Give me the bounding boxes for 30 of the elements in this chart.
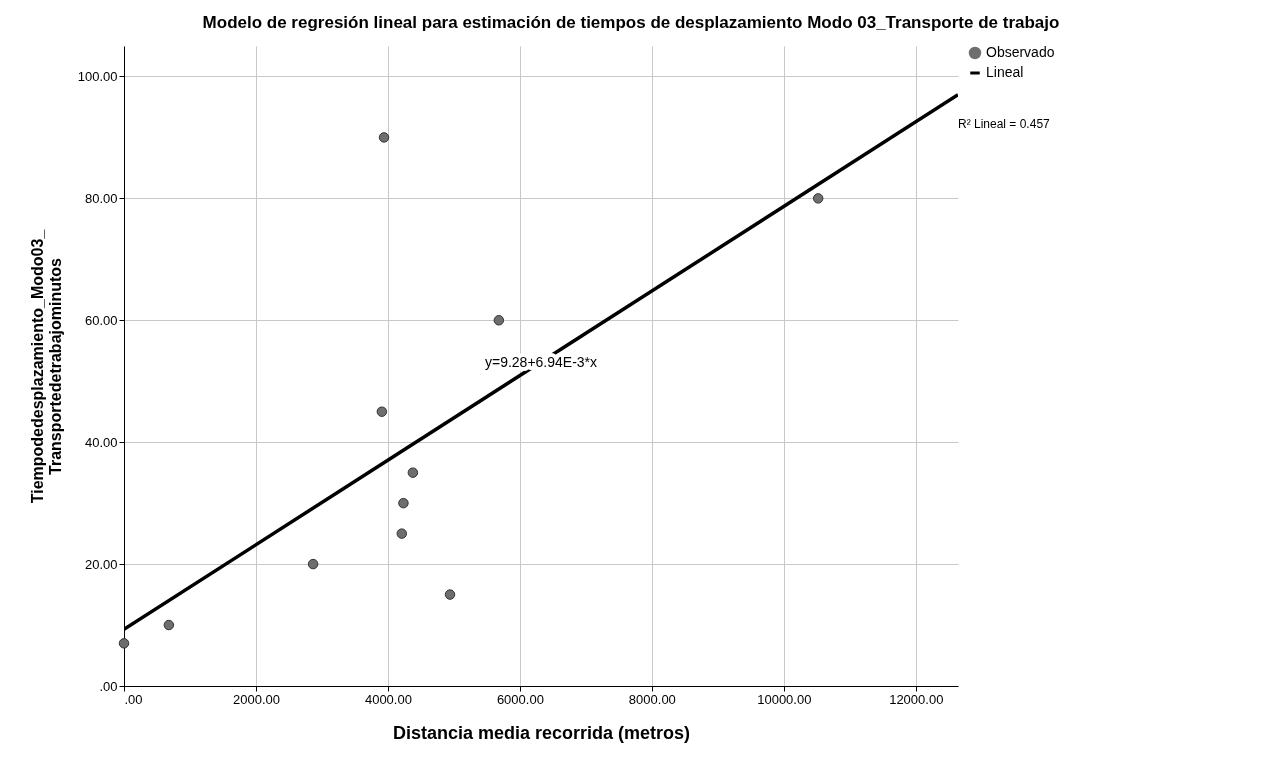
point [812,193,824,204]
x-tick-label: 4000.00 [364,691,412,707]
point [407,467,419,478]
point [398,497,409,509]
y-tick-label: 100.00 [77,68,118,84]
chart-title: Modelo de regresión lineal para estimación de tiempos de desplazamiento Modo 03_Transporte de trabajo [202,13,1060,32]
legend-label: Lineal [986,64,1024,80]
point [118,638,130,649]
point [307,558,319,570]
x-axis-title: Distancia media recorrida (metros) [392,722,691,743]
point [444,589,456,600]
x-tick-label: 12000.00 [889,691,944,707]
point [493,315,505,326]
y-tick-label: 60.00 [84,312,118,328]
legend-label: Observado [986,44,1055,60]
y-tick-label: .00 [99,678,118,694]
y-tick-label: 20.00 [84,556,118,572]
x-tick-label: 10000.00 [757,691,812,707]
annotation: R² Lineal = 0.457 [958,117,1051,131]
x-tick-label: 8000.00 [628,691,676,707]
y-tick-label: 40.00 [84,434,118,450]
point [396,528,408,539]
x-tick-label: 6000.00 [496,691,544,707]
point [163,619,175,631]
point [376,406,388,417]
point [378,132,390,143]
x-tick-label: 2000.00 [232,691,280,707]
y-axis-title: Tiempodedesplazamiento_Modo03_ Transportedetrabajominutos [28,228,64,504]
y-tick-label: 80.00 [84,190,118,206]
x-tick-label: .00 [124,691,143,707]
